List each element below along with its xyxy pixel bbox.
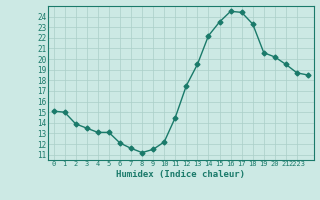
X-axis label: Humidex (Indice chaleur): Humidex (Indice chaleur) [116, 170, 245, 179]
